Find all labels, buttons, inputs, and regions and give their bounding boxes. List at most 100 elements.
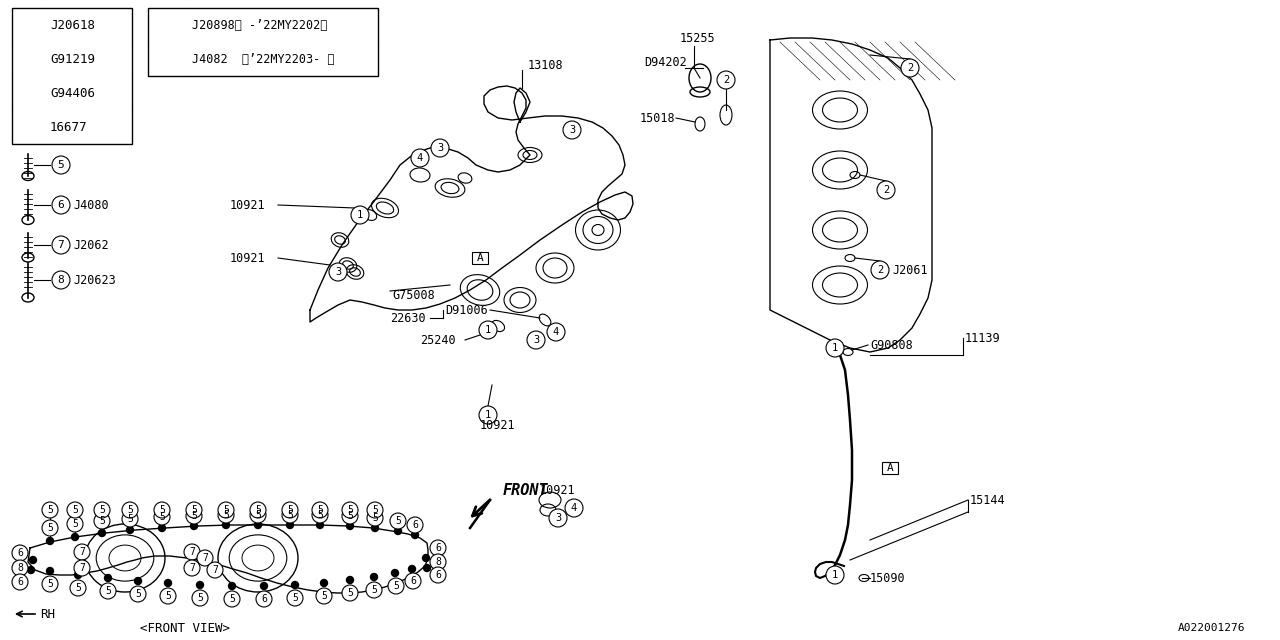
Text: RH: RH xyxy=(40,607,55,621)
Circle shape xyxy=(72,534,78,541)
Text: 5: 5 xyxy=(72,519,78,529)
Circle shape xyxy=(342,508,358,524)
Circle shape xyxy=(370,573,378,580)
Text: 13108: 13108 xyxy=(529,58,563,72)
Text: 25240: 25240 xyxy=(420,333,456,346)
Circle shape xyxy=(479,406,497,424)
Circle shape xyxy=(250,507,266,523)
Circle shape xyxy=(159,525,165,531)
Text: 5: 5 xyxy=(396,516,401,526)
Text: 4: 4 xyxy=(553,327,559,337)
Circle shape xyxy=(394,527,402,534)
Text: 4: 4 xyxy=(24,120,32,134)
Circle shape xyxy=(431,139,449,157)
Circle shape xyxy=(312,507,328,523)
Text: J20623: J20623 xyxy=(73,273,115,287)
Circle shape xyxy=(390,513,406,529)
Circle shape xyxy=(99,529,105,536)
Text: 2: 2 xyxy=(24,52,32,65)
Text: 5: 5 xyxy=(191,505,197,515)
Circle shape xyxy=(42,520,58,536)
Text: J20898（ -’22MY2202）: J20898（ -’22MY2202） xyxy=(192,19,328,31)
Circle shape xyxy=(134,577,142,584)
Text: 5: 5 xyxy=(105,586,111,596)
Circle shape xyxy=(404,573,421,589)
Circle shape xyxy=(870,261,890,279)
Circle shape xyxy=(52,156,70,174)
Text: 4: 4 xyxy=(571,503,577,513)
Text: D91006: D91006 xyxy=(445,303,488,317)
Text: 6: 6 xyxy=(435,543,440,553)
Circle shape xyxy=(430,554,445,570)
Circle shape xyxy=(42,576,58,592)
Bar xyxy=(882,462,899,474)
Circle shape xyxy=(371,525,379,531)
Circle shape xyxy=(12,574,28,590)
Text: 5: 5 xyxy=(136,589,141,599)
Circle shape xyxy=(52,271,70,289)
Circle shape xyxy=(186,508,202,524)
Circle shape xyxy=(93,513,110,529)
Text: 7: 7 xyxy=(189,547,195,557)
Circle shape xyxy=(207,562,223,578)
Circle shape xyxy=(52,236,70,254)
Text: 5: 5 xyxy=(223,505,229,515)
Text: 1: 1 xyxy=(485,325,492,335)
Circle shape xyxy=(261,582,268,589)
Text: 10921: 10921 xyxy=(230,252,266,264)
Circle shape xyxy=(122,502,138,518)
Text: 5: 5 xyxy=(287,510,293,520)
Circle shape xyxy=(224,591,241,607)
Text: 5: 5 xyxy=(191,511,197,521)
Text: J4080: J4080 xyxy=(73,198,109,211)
Text: 15255: 15255 xyxy=(680,31,716,45)
Bar xyxy=(12,8,132,144)
Text: 5: 5 xyxy=(287,505,293,515)
Circle shape xyxy=(320,579,328,586)
Text: G90808: G90808 xyxy=(870,339,913,351)
Circle shape xyxy=(430,567,445,583)
Text: G94406: G94406 xyxy=(50,86,95,99)
Circle shape xyxy=(351,206,369,224)
Text: 6: 6 xyxy=(410,576,416,586)
Text: 5: 5 xyxy=(347,588,353,598)
Circle shape xyxy=(160,588,177,604)
Circle shape xyxy=(316,522,324,529)
Text: G91219: G91219 xyxy=(50,52,95,65)
Text: 16677: 16677 xyxy=(50,120,87,134)
Text: 5: 5 xyxy=(292,593,298,603)
Text: 5: 5 xyxy=(347,511,353,521)
Circle shape xyxy=(42,502,58,518)
Text: 4: 4 xyxy=(417,153,424,163)
Circle shape xyxy=(157,32,177,52)
Circle shape xyxy=(255,522,261,529)
Circle shape xyxy=(46,538,54,545)
Text: 3: 3 xyxy=(568,125,575,135)
Circle shape xyxy=(287,590,303,606)
Circle shape xyxy=(74,572,82,579)
Text: 5: 5 xyxy=(372,505,378,515)
Text: 3: 3 xyxy=(24,86,32,99)
Text: 5: 5 xyxy=(47,505,52,515)
Circle shape xyxy=(223,522,229,529)
Circle shape xyxy=(12,545,28,561)
Circle shape xyxy=(186,502,202,518)
Circle shape xyxy=(184,544,200,560)
Circle shape xyxy=(70,580,86,596)
Circle shape xyxy=(93,502,110,518)
Text: 5: 5 xyxy=(165,591,172,601)
Circle shape xyxy=(122,511,138,527)
Circle shape xyxy=(218,502,234,518)
Text: 5: 5 xyxy=(197,593,204,603)
Circle shape xyxy=(367,510,383,526)
Circle shape xyxy=(411,531,419,538)
Text: 7: 7 xyxy=(58,240,64,250)
Circle shape xyxy=(192,590,209,606)
Text: 6: 6 xyxy=(17,548,23,558)
Text: 2: 2 xyxy=(906,63,913,73)
Text: 6: 6 xyxy=(435,570,440,580)
Circle shape xyxy=(564,499,582,517)
Circle shape xyxy=(18,15,38,35)
Circle shape xyxy=(165,579,172,586)
Circle shape xyxy=(342,502,358,518)
